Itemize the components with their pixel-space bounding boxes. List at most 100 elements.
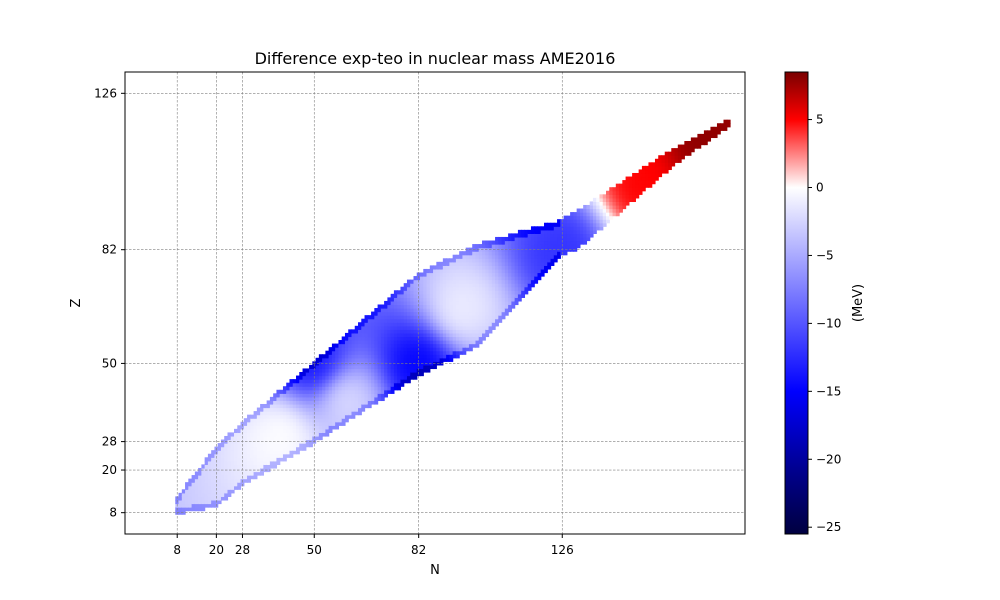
heatmap-cell — [462, 258, 467, 263]
heatmap-cell — [465, 254, 470, 259]
heatmap-cell — [367, 400, 372, 405]
heatmap-cell — [325, 350, 330, 355]
heatmap-cell — [403, 300, 408, 306]
heatmap-cell — [651, 176, 656, 181]
heatmap-cell — [468, 297, 473, 302]
heatmap-cell — [384, 308, 388, 313]
heatmap-cell — [220, 457, 225, 462]
heatmap-cell — [181, 492, 186, 497]
heatmap-cell — [247, 450, 251, 455]
heatmap-cell — [393, 315, 398, 320]
heatmap-cell — [371, 318, 375, 323]
heatmap-cell — [413, 336, 418, 341]
heatmap-cell — [289, 411, 294, 416]
heatmap-cell — [504, 290, 509, 295]
heatmap-cell — [266, 464, 271, 469]
heatmap-cell — [654, 172, 659, 178]
heatmap-cell — [442, 297, 447, 302]
heatmap-cell — [224, 471, 229, 476]
heatmap-cell — [511, 258, 516, 263]
heatmap-cell — [387, 368, 392, 373]
heatmap-cell — [478, 329, 483, 334]
heatmap-cell — [234, 475, 238, 480]
heatmap-cell — [433, 325, 437, 330]
heatmap-cell — [207, 489, 212, 494]
heatmap-cell — [524, 290, 529, 295]
heatmap-cell — [514, 261, 519, 266]
heatmap-cell — [237, 435, 242, 441]
heatmap-cell — [527, 236, 532, 242]
heatmap-cell — [517, 236, 522, 242]
heatmap-cell — [331, 414, 336, 419]
heatmap-cell — [433, 311, 437, 316]
heatmap-cell — [468, 268, 473, 274]
heatmap-cell — [521, 272, 526, 277]
heatmap-cell — [312, 428, 317, 434]
heatmap-cell — [606, 201, 610, 206]
heatmap-cell — [338, 382, 343, 387]
heatmap-cell — [318, 428, 323, 434]
heatmap-cell — [351, 400, 356, 405]
heatmap-cell — [439, 268, 444, 274]
heatmap-cell — [465, 340, 470, 345]
heatmap-cell — [227, 478, 232, 483]
heatmap-cell — [256, 425, 261, 430]
heatmap-cell — [282, 407, 287, 412]
heatmap-cell — [322, 368, 326, 373]
heatmap-cell — [687, 141, 692, 146]
heatmap-cell — [315, 357, 320, 362]
heatmap-cell — [387, 343, 392, 348]
heatmap-cell — [478, 279, 483, 284]
x-tick-label: 28 — [235, 543, 250, 557]
heatmap-cell — [390, 336, 395, 341]
heatmap-cell — [485, 258, 490, 263]
heatmap-cell — [498, 290, 503, 295]
heatmap-cell — [540, 251, 545, 256]
heatmap-cell — [380, 336, 385, 341]
heatmap-cell — [498, 247, 503, 252]
heatmap-cell — [544, 254, 548, 259]
heatmap-cell — [619, 183, 623, 188]
heatmap-cell — [384, 325, 388, 330]
heatmap-cell — [426, 322, 431, 327]
heatmap-cell — [530, 272, 535, 277]
heatmap-cell — [403, 325, 408, 330]
heatmap-cell — [292, 382, 297, 387]
heatmap-cell — [459, 268, 464, 274]
heatmap-cell — [446, 261, 450, 266]
heatmap-cell — [557, 240, 561, 245]
heatmap-cell — [371, 357, 375, 362]
heatmap-cell — [348, 414, 353, 419]
heatmap-cell — [410, 300, 415, 306]
heatmap-cell — [250, 414, 255, 419]
heatmap-cell — [707, 130, 712, 135]
heatmap-cell — [465, 293, 470, 298]
heatmap-cell — [462, 340, 467, 345]
heatmap-cell — [318, 372, 323, 377]
heatmap-cell — [279, 450, 284, 455]
heatmap-cell — [361, 379, 366, 384]
heatmap-cell — [439, 261, 444, 266]
heatmap-cell — [436, 329, 441, 334]
heatmap-cell — [227, 492, 232, 497]
heatmap-cell — [397, 368, 402, 373]
heatmap-cell — [446, 286, 450, 291]
heatmap-cell — [534, 276, 539, 281]
heatmap-cell — [377, 357, 382, 362]
heatmap-cell — [266, 467, 271, 473]
heatmap-cell — [700, 133, 705, 139]
heatmap-cell — [514, 265, 519, 270]
heatmap-cell — [403, 283, 408, 288]
heatmap-cell — [455, 290, 460, 295]
heatmap-cell — [338, 407, 343, 412]
heatmap-cell — [436, 297, 441, 302]
heatmap-cell — [482, 272, 486, 277]
heatmap-cell — [289, 414, 294, 419]
heatmap-cell — [371, 375, 375, 380]
heatmap-cell — [433, 286, 437, 291]
heatmap-cell — [521, 229, 526, 234]
heatmap-cell — [227, 435, 232, 441]
heatmap-cell — [211, 503, 216, 508]
heatmap-cell — [495, 236, 499, 242]
heatmap-cell — [393, 364, 398, 370]
